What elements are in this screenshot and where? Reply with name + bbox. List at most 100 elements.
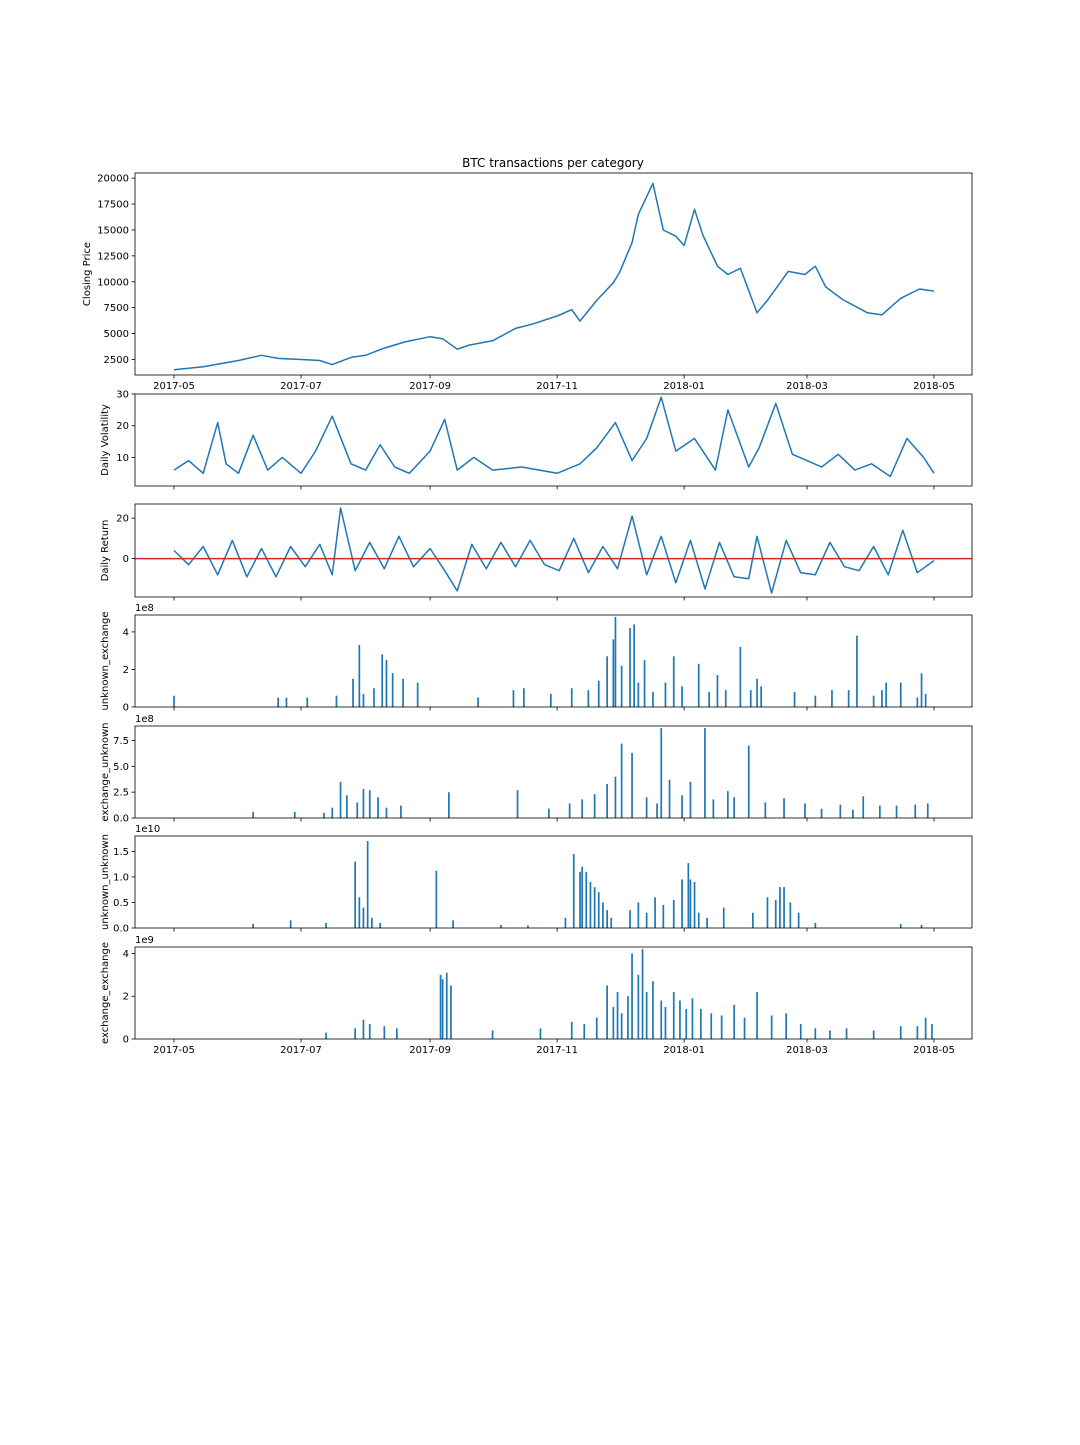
xtick-label-6-1: 2017-07 (280, 1045, 322, 1056)
bar-5-41 (783, 887, 785, 928)
bar-3-21 (606, 656, 608, 707)
bar-5-45 (899, 923, 902, 928)
bar-5-30 (681, 879, 683, 928)
bar-4-22 (645, 797, 648, 818)
bar-5-4 (358, 897, 361, 928)
bar-3-29 (652, 692, 654, 707)
bar-6-10 (491, 1030, 494, 1039)
xtick-label-6-0: 2017-05 (153, 1045, 195, 1056)
bar-3-6 (358, 645, 361, 707)
bar-5-16 (581, 866, 583, 928)
bar-3-12 (402, 678, 404, 707)
bar-5-24 (629, 910, 631, 928)
bar-5-39 (774, 899, 777, 928)
bar-4-38 (852, 809, 854, 818)
bar-3-42 (814, 695, 817, 707)
ylabel-4: exchange_unknown (100, 723, 111, 822)
bar-4-29 (712, 799, 715, 818)
bar-4-37 (839, 804, 842, 818)
bar-5-8 (379, 922, 381, 928)
bar-6-47 (931, 1024, 933, 1039)
axes-frame-4 (134, 725, 973, 819)
bar-3-40 (760, 686, 762, 707)
bar-3-48 (885, 682, 887, 707)
bar-4-0 (252, 811, 254, 818)
bar-3-9 (381, 654, 384, 707)
bar-5-40 (779, 887, 781, 928)
ytick-label-1-1: 20 (116, 421, 129, 432)
ytick-label-4-3: 7.5 (113, 736, 129, 747)
bar-6-18 (620, 1013, 623, 1039)
bar-3-43 (831, 690, 833, 707)
bar-6-40 (814, 1028, 817, 1039)
ytick-label-5-0: 0.0 (113, 924, 129, 935)
bar-6-32 (710, 1013, 713, 1039)
bar-6-33 (720, 1015, 723, 1039)
xtick-label-6-2: 2017-09 (409, 1045, 451, 1056)
bar-6-11 (539, 1028, 542, 1039)
ytick-label-2-0: 0 (123, 554, 129, 565)
bar-3-33 (697, 663, 700, 707)
bar-3-37 (739, 646, 742, 707)
bar-6-5 (396, 1028, 398, 1039)
xtick-label-6-5: 2018-03 (786, 1045, 828, 1056)
bar-3-23 (614, 616, 617, 707)
scale-label-6: 1e9 (135, 935, 154, 946)
bar-4-39 (862, 796, 865, 818)
bar-3-38 (749, 690, 752, 707)
bar-6-12 (570, 1021, 573, 1039)
ytick-label-0-0: 2500 (104, 355, 129, 366)
bar-4-27 (689, 781, 692, 818)
bar-4-41 (895, 805, 898, 818)
ylabel-3: unknown_exchange (100, 612, 111, 711)
bar-4-21 (631, 752, 633, 818)
bar-3-28 (643, 660, 646, 707)
bar-5-23 (610, 917, 613, 928)
bar-3-10 (385, 660, 388, 707)
bar-3-31 (672, 656, 675, 707)
xtick-label-6-3: 2017-11 (536, 1045, 578, 1056)
bar-4-16 (581, 799, 583, 818)
bar-4-24 (660, 728, 663, 818)
bar-4-15 (568, 803, 571, 818)
bar-5-34 (697, 912, 700, 928)
series-line-0 (173, 182, 935, 371)
bar-4-18 (606, 783, 608, 818)
bar-6-44 (899, 1026, 902, 1039)
ytick-label-3-0: 0 (123, 703, 129, 714)
bar-3-32 (681, 686, 683, 707)
bar-4-30 (727, 791, 729, 818)
bar-6-2 (362, 1019, 365, 1039)
ytick-label-5-1: 0.5 (113, 898, 129, 909)
bar-5-25 (637, 902, 640, 928)
bar-4-5 (346, 795, 348, 818)
xtick-label-6-4: 2018-01 (663, 1045, 705, 1056)
bar-3-2 (285, 697, 288, 707)
bar-4-10 (385, 807, 388, 818)
ytick-label-0-6: 17500 (97, 200, 129, 211)
bar-5-13 (564, 917, 567, 928)
bar-3-14 (477, 697, 479, 707)
bar-5-20 (597, 892, 600, 928)
ytick-label-0-4: 12500 (97, 251, 129, 262)
ytick-label-6-2: 4 (123, 949, 129, 960)
bar-6-34 (733, 1004, 735, 1039)
bar-4-31 (733, 797, 735, 818)
ytick-label-1-0: 10 (116, 453, 129, 464)
bar-6-38 (785, 1013, 787, 1039)
bar-3-5 (352, 678, 354, 707)
scale-label-5: 1e10 (135, 824, 160, 835)
bar-6-29 (685, 1009, 688, 1039)
bar-6-27 (672, 991, 675, 1039)
ytick-label-4-1: 2.5 (113, 788, 129, 799)
axes-frame-1 (134, 393, 973, 487)
bar-3-30 (664, 682, 667, 707)
ytick-label-2-1: 20 (116, 514, 129, 525)
bar-4-42 (914, 804, 917, 818)
axes-frame-5 (134, 835, 973, 929)
bar-6-43 (872, 1030, 875, 1039)
bar-3-25 (629, 628, 631, 707)
bar-3-17 (550, 693, 552, 707)
